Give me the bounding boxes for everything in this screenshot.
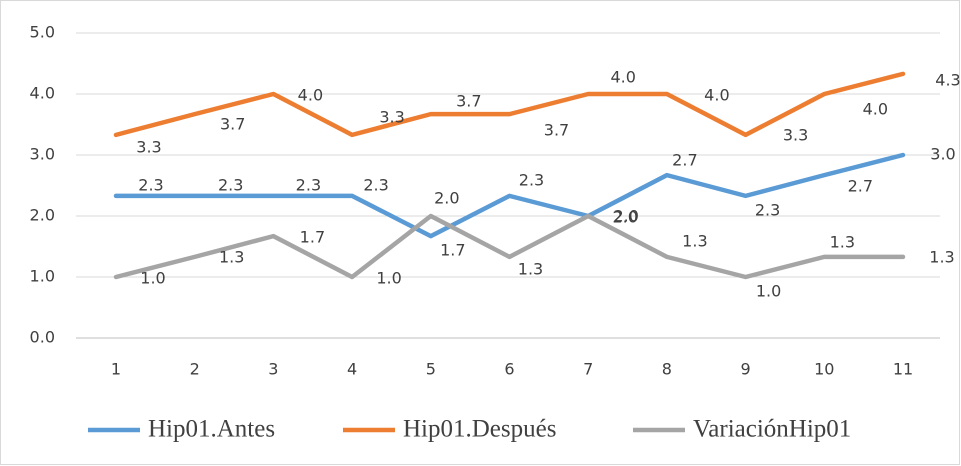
- data-label: 1.3: [830, 232, 855, 251]
- series-line: [113, 152, 906, 239]
- data-label: 2.3: [519, 170, 544, 189]
- data-label: 1.3: [682, 231, 707, 250]
- x-tick-label: 3: [268, 360, 278, 379]
- x-tick-label: 7: [583, 360, 593, 379]
- data-label: 2.7: [672, 151, 697, 170]
- data-label: 2.0: [434, 189, 459, 208]
- data-label: 2.3: [138, 175, 163, 194]
- y-tick-label: 5.0: [30, 23, 55, 42]
- y-tick-label: 4.0: [30, 84, 55, 103]
- series-line: [113, 71, 906, 138]
- data-label: 3.3: [379, 107, 404, 126]
- y-tick-label: 1.0: [30, 267, 55, 286]
- data-label: 3.7: [220, 115, 245, 134]
- x-tick-label: 1: [111, 360, 121, 379]
- data-label: 2.3: [296, 175, 321, 194]
- data-label: 3.7: [544, 121, 569, 140]
- data-label: 4.0: [704, 86, 729, 105]
- legend-label: Hip01.Antes: [148, 416, 275, 443]
- data-label: 2.3: [218, 175, 243, 194]
- data-label: 4.0: [863, 100, 888, 119]
- data-label: 1.3: [518, 259, 543, 278]
- data-label: 1.3: [929, 247, 954, 266]
- data-label: 3.3: [783, 125, 808, 144]
- data-label: 2.0: [613, 207, 638, 226]
- data-label: 1.0: [140, 269, 165, 288]
- data-label: 1.3: [219, 247, 244, 266]
- data-label: 2.0: [612, 208, 637, 227]
- data-label: 1.0: [756, 282, 781, 301]
- data-label: 4.0: [610, 68, 635, 87]
- legend-label: VariaciónHip01: [693, 416, 851, 443]
- data-label: 3.0: [930, 145, 955, 164]
- data-label: 2.3: [755, 200, 780, 219]
- y-tick-label: 0.0: [30, 328, 55, 347]
- data-label: 4.3: [935, 70, 960, 89]
- x-tick-label: 4: [347, 360, 357, 379]
- data-label: 2.3: [363, 175, 388, 194]
- y-tick-label: 2.0: [30, 206, 55, 225]
- series-line: [113, 213, 906, 280]
- data-label: 3.7: [456, 92, 481, 111]
- data-label: 1.7: [440, 241, 465, 260]
- data-label: 1.0: [376, 269, 401, 288]
- x-tick-label: 10: [814, 360, 834, 379]
- data-label: 1.7: [300, 228, 325, 247]
- data-label: 2.7: [848, 177, 873, 196]
- x-tick-label: 11: [893, 360, 913, 379]
- x-tick-label: 9: [741, 360, 751, 379]
- data-label: 4.0: [298, 86, 323, 105]
- x-tick-label: 5: [426, 360, 436, 379]
- data-label: 3.3: [136, 137, 161, 156]
- y-tick-label: 3.0: [30, 145, 55, 164]
- legend-label: Hip01.Después: [403, 416, 556, 443]
- x-tick-label: 8: [662, 360, 672, 379]
- x-tick-label: 2: [190, 360, 200, 379]
- x-tick-label: 6: [504, 360, 514, 379]
